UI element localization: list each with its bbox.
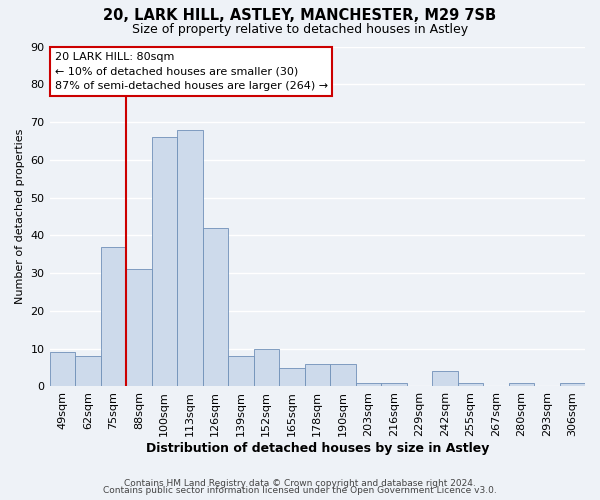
Bar <box>228 356 254 386</box>
Bar <box>279 368 305 386</box>
Bar <box>126 270 152 386</box>
Bar <box>101 246 126 386</box>
Bar <box>75 356 101 386</box>
Bar <box>509 382 534 386</box>
Bar <box>356 382 381 386</box>
Bar <box>254 348 279 387</box>
Text: Size of property relative to detached houses in Astley: Size of property relative to detached ho… <box>132 22 468 36</box>
Bar <box>432 372 458 386</box>
Bar <box>203 228 228 386</box>
Bar <box>305 364 330 386</box>
Bar <box>50 352 75 386</box>
X-axis label: Distribution of detached houses by size in Astley: Distribution of detached houses by size … <box>146 442 489 455</box>
Y-axis label: Number of detached properties: Number of detached properties <box>15 129 25 304</box>
Bar <box>458 382 483 386</box>
Text: 20, LARK HILL, ASTLEY, MANCHESTER, M29 7SB: 20, LARK HILL, ASTLEY, MANCHESTER, M29 7… <box>103 8 497 22</box>
Text: Contains public sector information licensed under the Open Government Licence v3: Contains public sector information licen… <box>103 486 497 495</box>
Text: 20 LARK HILL: 80sqm
← 10% of detached houses are smaller (30)
87% of semi-detach: 20 LARK HILL: 80sqm ← 10% of detached ho… <box>55 52 328 91</box>
Bar <box>152 137 177 386</box>
Text: Contains HM Land Registry data © Crown copyright and database right 2024.: Contains HM Land Registry data © Crown c… <box>124 478 476 488</box>
Bar <box>381 382 407 386</box>
Bar <box>330 364 356 386</box>
Bar <box>560 382 585 386</box>
Bar <box>177 130 203 386</box>
